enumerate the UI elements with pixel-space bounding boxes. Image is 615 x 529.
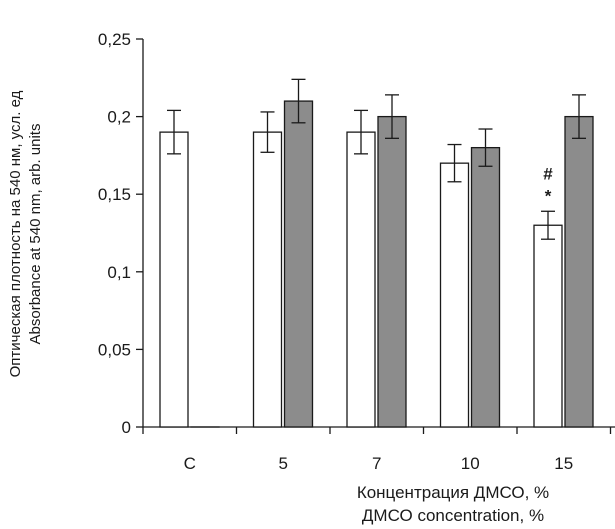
y-tick-label: 0,15 — [98, 185, 131, 204]
y-tick-label: 0,05 — [98, 340, 131, 359]
error-bar — [541, 210, 555, 240]
annotations: #* — [543, 164, 553, 205]
error-bar — [291, 78, 306, 124]
bar-white-C — [159, 131, 189, 428]
bar-white-7 — [346, 131, 376, 428]
error-bar — [572, 94, 586, 139]
bar-gray-5 — [283, 100, 314, 428]
y-tick-label: 0 — [122, 418, 131, 437]
error-bar — [478, 128, 493, 167]
bar-gray-15 — [564, 115, 594, 428]
error-bar — [385, 94, 399, 139]
error-bar — [447, 143, 462, 183]
y-tick-label: 0,2 — [107, 108, 131, 127]
bars — [159, 100, 594, 428]
x-tick-label: 10 — [461, 454, 480, 473]
y-axis-label-en: Absorbance at 540 nm, arb. units — [27, 124, 44, 345]
error-bar — [167, 109, 181, 155]
significance-mark: * — [545, 186, 552, 205]
error-bar — [260, 111, 275, 153]
x-tick-label: 5 — [279, 454, 288, 473]
bar-gray-7 — [377, 115, 407, 428]
bar-white-10 — [439, 162, 470, 428]
x-axis-label-ru: Концентрация ДМСО, % — [357, 483, 549, 502]
x-tick-label: C — [184, 454, 196, 473]
bar-gray-10 — [470, 146, 501, 428]
error-bars — [167, 78, 586, 240]
significance-mark: # — [543, 164, 553, 183]
x-tick-label: 15 — [554, 454, 573, 473]
y-tick-label: 0,25 — [98, 30, 131, 49]
bar-white-5 — [252, 131, 283, 428]
x-tick-label: 7 — [372, 454, 381, 473]
error-bar — [354, 109, 368, 155]
x-axis-label-en: ДМСО concentration, % — [362, 506, 544, 525]
tick-labels: 0 0,05 0,1 0,15 0,2 0,25 C 5 7 10 15 — [98, 30, 573, 473]
bar-white-15 — [533, 224, 563, 428]
y-tick-label: 0,1 — [107, 263, 131, 282]
y-axis-label-ru: Оптическая плотность на 540 нм, усл. ед — [7, 90, 24, 377]
